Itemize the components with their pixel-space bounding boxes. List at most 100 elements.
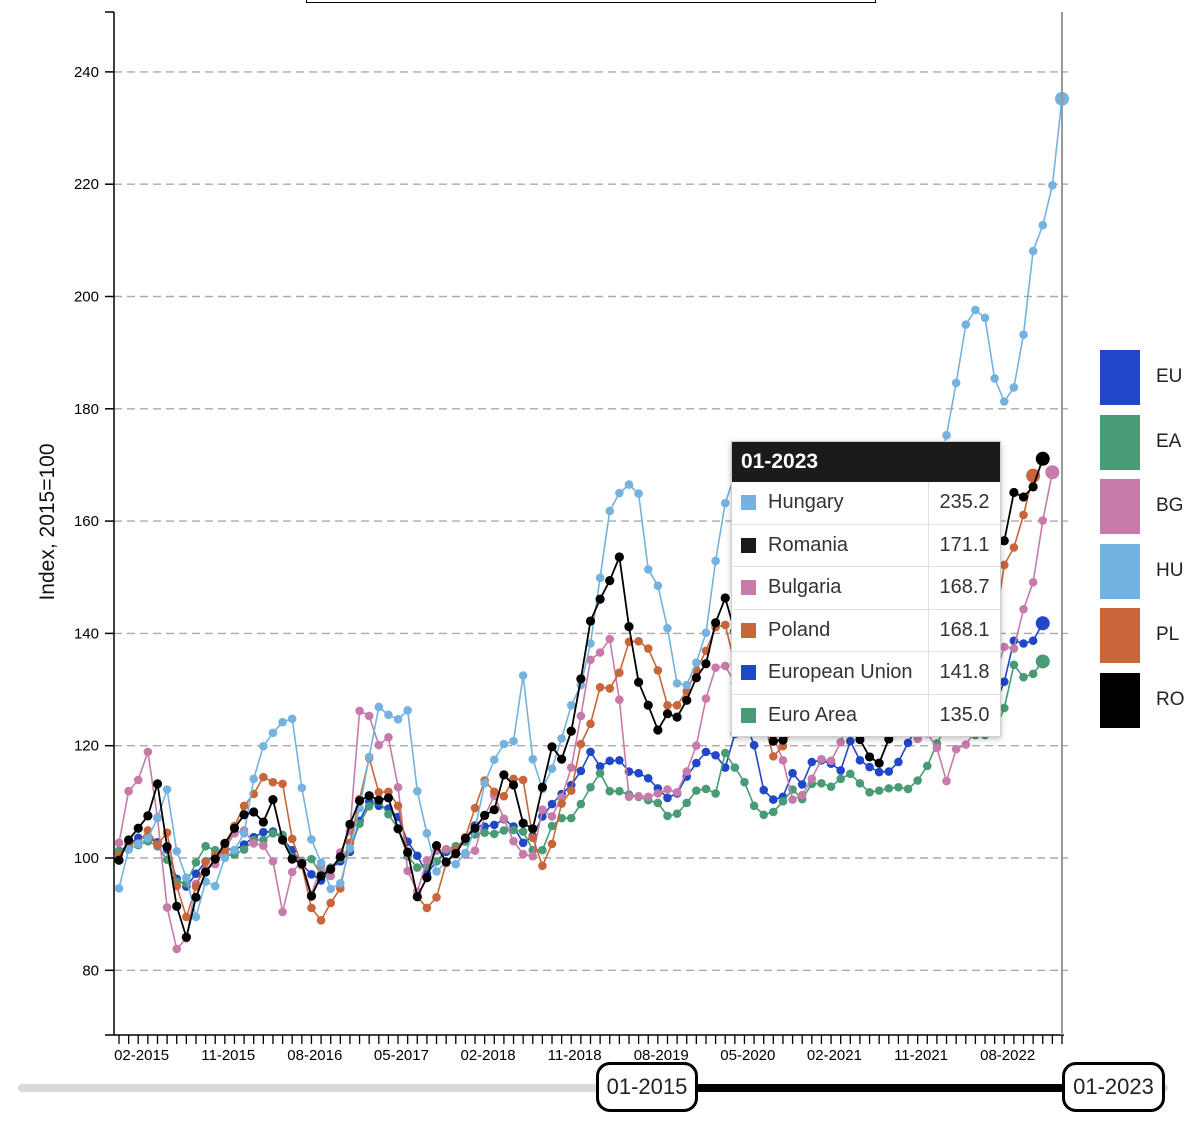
data-point-european-union[interactable] <box>999 677 1009 686</box>
data-point-bulgaria[interactable] <box>1019 604 1028 614</box>
data-point-romania[interactable] <box>720 593 730 603</box>
data-point-hungary[interactable] <box>422 828 432 838</box>
data-point-hungary[interactable] <box>566 700 576 710</box>
data-point-poland[interactable] <box>528 833 538 843</box>
data-point-euro-area[interactable] <box>364 802 374 811</box>
data-point-hungary[interactable] <box>461 848 470 858</box>
data-point-hungary[interactable] <box>528 754 538 764</box>
data-point-romania[interactable] <box>480 810 490 820</box>
data-point-romania[interactable] <box>326 864 336 874</box>
data-point-poland[interactable] <box>278 779 287 789</box>
data-point-poland[interactable] <box>393 801 403 811</box>
data-point-bulgaria[interactable] <box>595 648 605 657</box>
data-point-bulgaria[interactable] <box>961 740 971 749</box>
data-point-euro-area[interactable] <box>595 768 605 778</box>
data-point-bulgaria[interactable] <box>133 775 143 785</box>
data-point-bulgaria[interactable] <box>124 786 133 796</box>
data-point-european-union[interactable] <box>643 773 653 783</box>
data-point-romania[interactable] <box>441 857 451 867</box>
data-point-poland[interactable] <box>576 739 586 749</box>
data-point-european-union[interactable] <box>191 869 201 879</box>
data-point-european-union[interactable] <box>576 766 586 776</box>
data-point-poland[interactable] <box>307 903 316 913</box>
data-point-european-union[interactable] <box>836 766 845 775</box>
data-point-european-union[interactable] <box>720 763 730 772</box>
data-point-hungary[interactable] <box>364 752 374 762</box>
data-point-bulgaria[interactable] <box>663 785 672 794</box>
data-point-poland[interactable] <box>557 799 566 808</box>
data-point-bulgaria[interactable] <box>355 706 364 716</box>
data-point-euro-area[interactable] <box>653 798 663 808</box>
data-point-poland[interactable] <box>191 882 201 891</box>
data-point-bulgaria[interactable] <box>1045 465 1060 480</box>
data-point-bulgaria[interactable] <box>672 788 682 797</box>
data-point-bulgaria[interactable] <box>259 841 268 850</box>
data-point-hungary[interactable] <box>951 378 961 388</box>
data-point-hungary[interactable] <box>586 639 595 648</box>
data-point-romania[interactable] <box>585 616 596 626</box>
data-point-bulgaria[interactable] <box>470 846 480 856</box>
data-point-bulgaria[interactable] <box>653 789 663 798</box>
data-point-romania[interactable] <box>306 891 317 901</box>
data-point-bulgaria[interactable] <box>817 754 826 764</box>
data-point-european-union[interactable] <box>1028 636 1038 645</box>
data-point-romania[interactable] <box>431 841 442 851</box>
data-point-euro-area[interactable] <box>538 845 547 855</box>
data-point-bulgaria[interactable] <box>999 642 1009 652</box>
data-point-poland[interactable] <box>663 700 672 710</box>
data-point-euro-area[interactable] <box>740 777 749 787</box>
data-point-romania[interactable] <box>595 594 605 604</box>
data-point-romania[interactable] <box>624 622 634 632</box>
data-point-euro-area[interactable] <box>759 810 769 820</box>
data-point-european-union[interactable] <box>1035 616 1050 631</box>
data-point-hungary[interactable] <box>547 764 557 774</box>
data-point-hungary[interactable] <box>480 779 489 788</box>
data-point-hungary[interactable] <box>634 489 643 498</box>
data-point-european-union[interactable] <box>412 851 422 861</box>
data-point-romania[interactable] <box>201 867 211 877</box>
data-point-euro-area[interactable] <box>615 786 624 796</box>
data-point-romania[interactable] <box>547 742 557 752</box>
data-point-euro-area[interactable] <box>586 782 595 792</box>
data-point-romania[interactable] <box>422 873 432 883</box>
data-point-bulgaria[interactable] <box>836 738 845 747</box>
data-point-bulgaria[interactable] <box>788 795 797 804</box>
data-point-hungary[interactable] <box>297 783 307 793</box>
data-point-bulgaria[interactable] <box>509 836 518 846</box>
data-point-bulgaria[interactable] <box>422 855 432 865</box>
data-point-poland[interactable] <box>316 916 326 925</box>
data-point-bulgaria[interactable] <box>1038 516 1048 525</box>
data-point-european-union[interactable] <box>759 785 769 795</box>
data-point-bulgaria[interactable] <box>951 744 961 754</box>
data-point-hungary[interactable] <box>509 736 518 746</box>
data-point-european-union[interactable] <box>692 758 701 768</box>
data-point-european-union[interactable] <box>605 756 615 766</box>
data-point-euro-area[interactable] <box>836 774 845 784</box>
data-point-bulgaria[interactable] <box>682 767 692 776</box>
data-point-poland[interactable] <box>432 893 441 902</box>
data-point-romania[interactable] <box>614 552 624 562</box>
data-point-hungary[interactable] <box>393 715 403 724</box>
data-point-hungary[interactable] <box>326 884 335 894</box>
data-point-euro-area[interactable] <box>874 786 884 795</box>
data-point-poland[interactable] <box>643 644 653 653</box>
data-point-bulgaria[interactable] <box>287 867 297 877</box>
legend-item-ea[interactable]: EA <box>1100 414 1190 470</box>
legend-item-bg[interactable]: BG <box>1100 479 1190 534</box>
data-point-romania[interactable] <box>220 838 230 849</box>
data-point-euro-area[interactable] <box>384 809 393 819</box>
data-point-poland[interactable] <box>547 839 557 849</box>
data-point-bulgaria[interactable] <box>701 694 711 703</box>
data-point-romania[interactable] <box>768 736 778 746</box>
data-point-poland[interactable] <box>499 791 509 801</box>
data-point-european-union[interactable] <box>749 740 759 750</box>
data-point-hungary[interactable] <box>133 839 143 849</box>
data-point-poland[interactable] <box>259 772 268 782</box>
data-point-bulgaria[interactable] <box>826 756 836 766</box>
data-point-euro-area[interactable] <box>672 809 682 818</box>
data-point-hungary[interactable] <box>268 728 278 738</box>
data-point-european-union[interactable] <box>595 762 605 771</box>
data-point-romania[interactable] <box>518 818 528 828</box>
data-point-romania[interactable] <box>258 817 268 827</box>
data-point-romania[interactable] <box>181 932 191 942</box>
